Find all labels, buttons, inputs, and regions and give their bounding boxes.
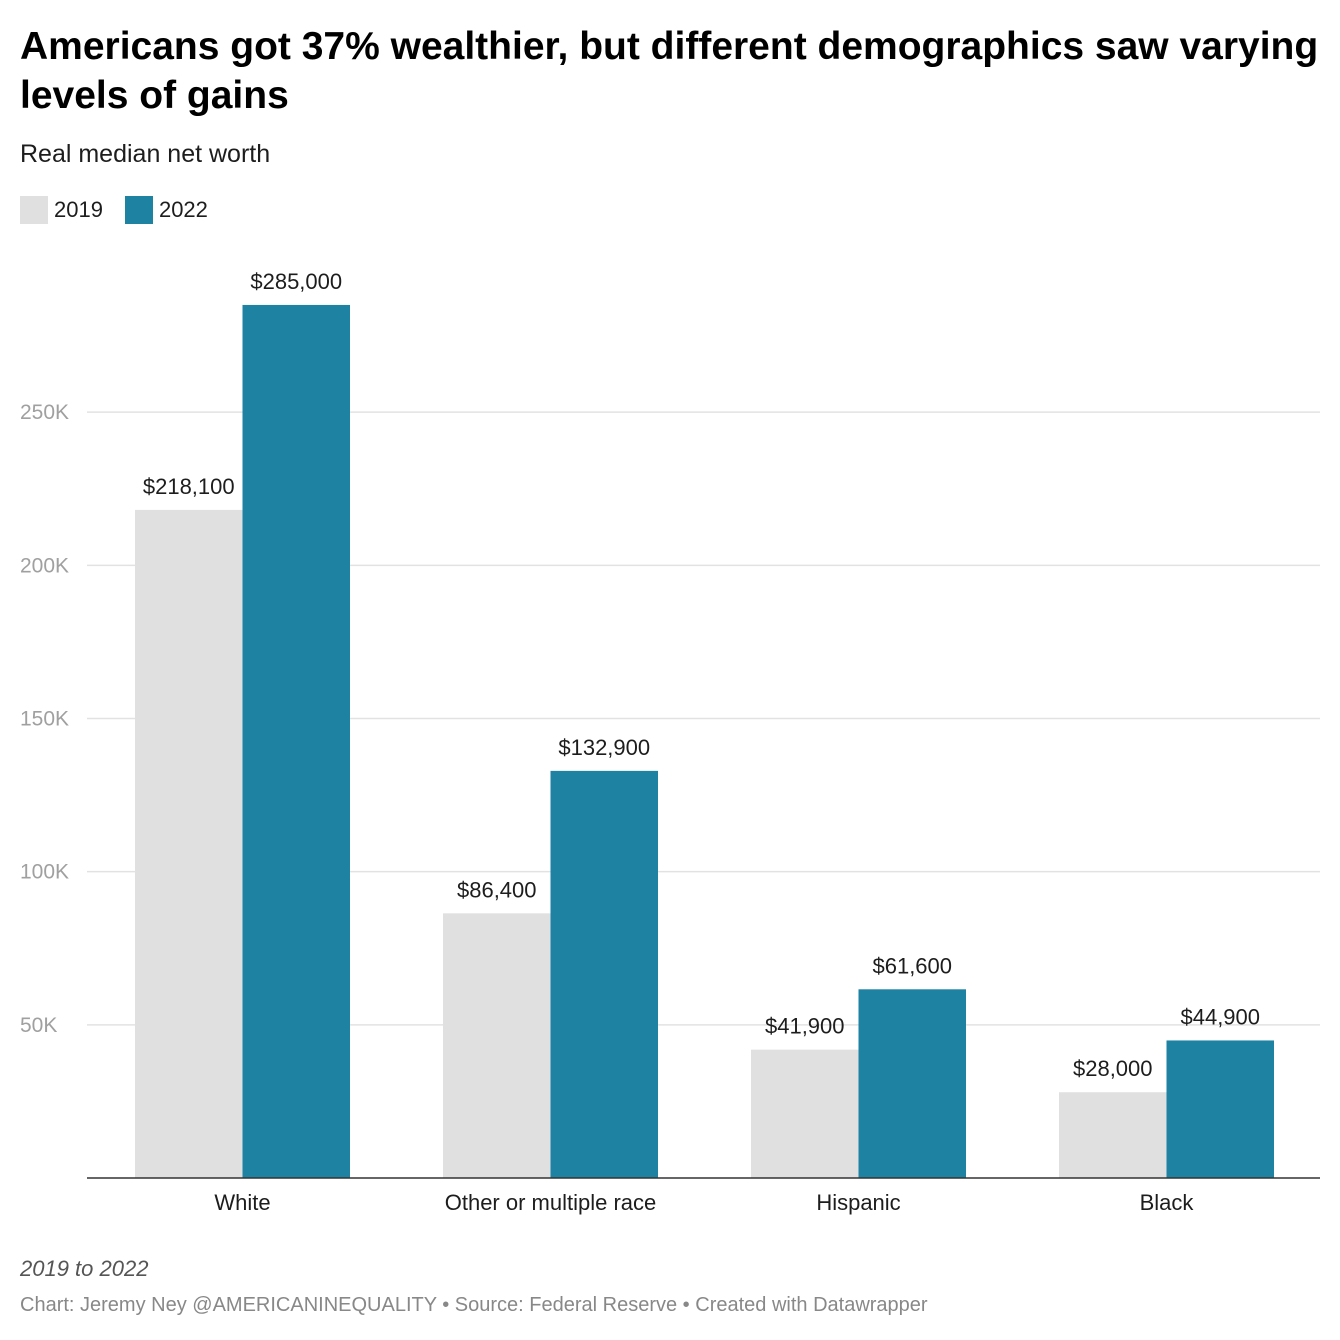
y-tick-label-50K: 50K <box>20 1014 57 1037</box>
value-label-2019-black: $28,000 <box>1073 1056 1153 1081</box>
legend-swatch-2022 <box>124 196 153 224</box>
bar-2022-white <box>242 304 350 1178</box>
value-label-2022-other-or-multiple-race: $132,900 <box>558 735 650 760</box>
x-category-label-white: White <box>214 1190 270 1215</box>
legend: 2019 2022 <box>20 196 230 224</box>
chart-footer: Chart: Jeremy Ney @AMERICANINEQUALITY • … <box>20 1294 928 1316</box>
value-label-2022-white: $285,000 <box>250 269 342 294</box>
x-category-label-hispanic: Hispanic <box>816 1190 900 1215</box>
legend-item-2019: 2019 <box>20 196 103 224</box>
legend-label-2022: 2022 <box>158 197 208 222</box>
legend-item-2022: 2022 <box>124 196 208 224</box>
value-label-2019-white: $218,100 <box>143 474 235 499</box>
value-label-2019-hispanic: $41,900 <box>765 1014 845 1039</box>
bar-chart: 50K 100K 150K 200K 250K $218,100 $285,000 White… <box>20 269 1320 1215</box>
bar-2022-hispanic <box>858 989 966 1178</box>
value-label-2022-black: $44,900 <box>1180 1004 1260 1029</box>
x-category-label-black: Black <box>1140 1190 1195 1215</box>
y-tick-label-150K: 150K <box>20 708 69 731</box>
chart-note: 2019 to 2022 <box>20 1256 149 1281</box>
bar-2019-hispanic <box>751 1049 859 1178</box>
bar-2022-other-or-multiple-race <box>550 770 658 1178</box>
value-label-2022-hispanic: $61,600 <box>872 953 952 978</box>
chart-subtitle: Real median net worth <box>20 140 271 168</box>
legend-label-2019: 2019 <box>54 197 103 222</box>
y-tick-label-250K: 250K <box>20 401 69 424</box>
legend-swatch-2019 <box>20 196 48 224</box>
bar-2019-white <box>135 509 243 1179</box>
bar-2019-other-or-multiple-race <box>443 913 551 1178</box>
y-tick-label-200K: 200K <box>20 554 69 577</box>
value-label-2019-other-or-multiple-race: $86,400 <box>457 877 537 902</box>
bar-2022-black <box>1166 1040 1274 1178</box>
x-category-label-other-or-multiple-race: Other or multiple race <box>445 1190 657 1215</box>
bar-2019-black <box>1059 1092 1167 1178</box>
chart-title: Americans got 37% wealthier, but differe… <box>20 25 1319 117</box>
y-tick-label-100K: 100K <box>20 861 69 884</box>
